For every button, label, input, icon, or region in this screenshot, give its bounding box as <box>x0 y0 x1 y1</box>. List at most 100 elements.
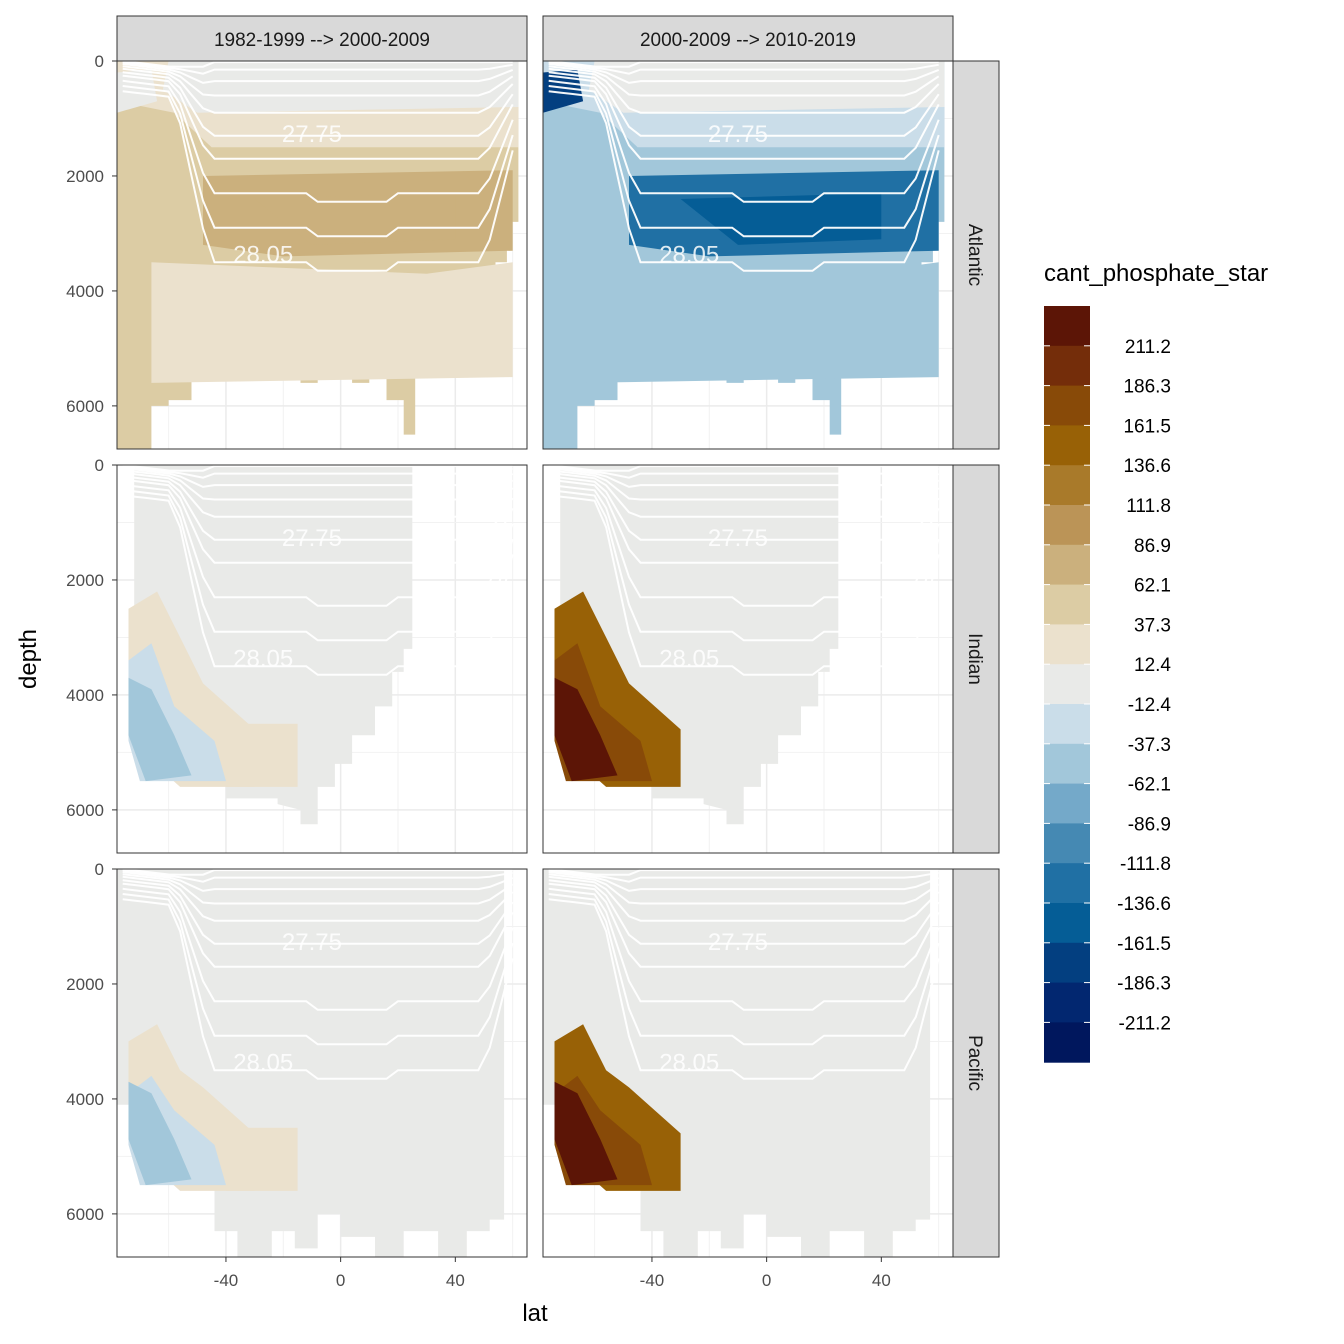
field-bottom-south <box>128 677 192 782</box>
isopycnal-line <box>122 478 514 564</box>
panel-border <box>116 868 528 1258</box>
strip-row-pacific <box>952 868 1000 1258</box>
isopycnal-line <box>122 489 514 642</box>
isopycnal-line <box>548 465 939 479</box>
legend-swatch <box>1044 823 1090 864</box>
isopycnal-line <box>122 467 514 488</box>
isopycnal-label: 27.75 <box>282 929 342 956</box>
legend-swatch <box>1044 743 1090 785</box>
legend-label: -111.8 <box>1120 854 1171 875</box>
isopycnal-line <box>548 85 940 238</box>
isopycnal-label: 27.75 <box>708 929 768 956</box>
legend-label: -37.3 <box>1128 735 1171 756</box>
isopycnal-line <box>548 79 940 203</box>
isopycnal-label: 27.75 <box>282 121 342 148</box>
axes: 020004000600002000400060000200040006000-… <box>66 52 891 1290</box>
legend-label: -86.9 <box>1128 814 1171 835</box>
panel-border <box>542 868 954 1258</box>
isopycnal-label: 28.05 <box>233 242 293 269</box>
isopycnal-line <box>122 71 514 137</box>
legend-swatch <box>1044 704 1090 745</box>
strip-col-2-label: 2000-2009 --> 2010-2019 <box>640 30 856 51</box>
legend-swatch <box>1044 1022 1090 1063</box>
field-surface-neutral <box>162 61 519 113</box>
field-deep <box>577 262 939 383</box>
isopycnal-line <box>548 71 940 137</box>
isopycnal-line <box>548 879 940 945</box>
isopycnal-label: 28.05 <box>659 242 719 269</box>
panel-atlantic-1: 27.75 28.05 <box>117 61 527 449</box>
strip-row-indian-label: Indian <box>964 633 985 685</box>
isopycnal-line <box>122 893 514 1046</box>
isopycnal-line <box>122 887 514 1011</box>
y-tick-label: 0 <box>95 456 104 475</box>
x-tick-label: 40 <box>446 1271 465 1290</box>
legend-swatch <box>1044 863 1090 904</box>
y-tick-label: 6000 <box>66 397 104 416</box>
panel-indian-2: 27.75 28.05 <box>543 465 953 853</box>
isopycnal-line <box>548 61 939 75</box>
isopycnal-line <box>548 478 940 564</box>
legend-label: -12.4 <box>1128 695 1172 716</box>
isopycnal-line <box>122 465 513 479</box>
isopycnal-line <box>122 67 514 114</box>
field-bottom-patch <box>226 723 298 787</box>
legend-label: 62.1 <box>1134 576 1171 597</box>
legend-swatch <box>1044 783 1090 824</box>
isopycnal-line <box>122 65 514 97</box>
panel-border <box>542 464 954 854</box>
isopycnal-line <box>122 898 514 1080</box>
legend-label: -161.5 <box>1117 934 1171 955</box>
isopycnal-line <box>122 875 514 922</box>
isopycnal-line <box>548 489 940 642</box>
isopycnal-line <box>548 74 940 160</box>
legend-swatch <box>1044 465 1090 506</box>
y-tick-label: 6000 <box>66 801 104 820</box>
isopycnal-line <box>548 871 940 892</box>
isopycnal-line <box>548 873 940 905</box>
strip-col-1 <box>116 15 528 62</box>
legend-labels: 211.2 186.3 161.5 136.6 111.8 86.9 62.1 37.3 12.… <box>1117 337 1171 1035</box>
y-tick-label: 2000 <box>66 975 104 994</box>
panel-atlantic-2: 27.75 28.05 <box>543 61 953 449</box>
isopycnal-line <box>548 90 940 272</box>
column-strips: 1982-1999 --> 2000-2009 2000-2009 --> 20… <box>116 15 954 62</box>
x-tick-label: 0 <box>762 1271 771 1290</box>
legend-label: 136.6 <box>1123 456 1171 477</box>
legend-label: 12.4 <box>1134 655 1171 676</box>
isopycnal-label: 28.05 <box>659 646 719 673</box>
field-core-inner <box>254 193 456 245</box>
x-tick-label: -40 <box>214 1271 239 1290</box>
isopycnal-line <box>122 465 513 472</box>
field-bottom-south <box>128 1081 192 1186</box>
legend: cant_phosphate_star 211.2 186.3 161.5 136.6… <box>1044 260 1268 1063</box>
isopycnal-line <box>122 879 514 945</box>
panel-pacific-1: 27.75 28.05 <box>117 869 527 1257</box>
isopycnal-label: 28.05 <box>659 1050 719 1077</box>
y-tick-label: 4000 <box>66 686 104 705</box>
legend-swatch <box>1044 425 1090 466</box>
legend-swatch <box>1044 624 1090 665</box>
isopycnal-line <box>548 65 940 97</box>
isopycnal-line <box>122 90 514 272</box>
row-strips: Atlantic Indian Pacific <box>952 60 1000 1258</box>
isopycnal-line <box>548 63 940 84</box>
isopycnal-line <box>548 67 940 114</box>
field-deep <box>151 262 513 383</box>
isopycnal-line <box>548 483 940 607</box>
field-bottom-patch <box>226 1127 298 1191</box>
x-tick-label: 0 <box>336 1271 345 1290</box>
y-tick-label: 2000 <box>66 167 104 186</box>
isopycnal-line <box>122 869 513 876</box>
strip-row-indian <box>952 464 1000 854</box>
strip-row-pacific-label: Pacific <box>964 1035 985 1091</box>
legend-swatch <box>1044 306 1090 347</box>
isopycnal-line <box>122 74 514 160</box>
isopycnal-line <box>548 869 939 876</box>
x-axis-title: lat <box>522 1300 548 1327</box>
panel-pacific-2: 27.75 28.05 <box>543 869 953 1257</box>
isopycnal-line <box>122 63 514 84</box>
legend-swatch <box>1044 345 1090 387</box>
isopycnal-line <box>122 869 513 883</box>
